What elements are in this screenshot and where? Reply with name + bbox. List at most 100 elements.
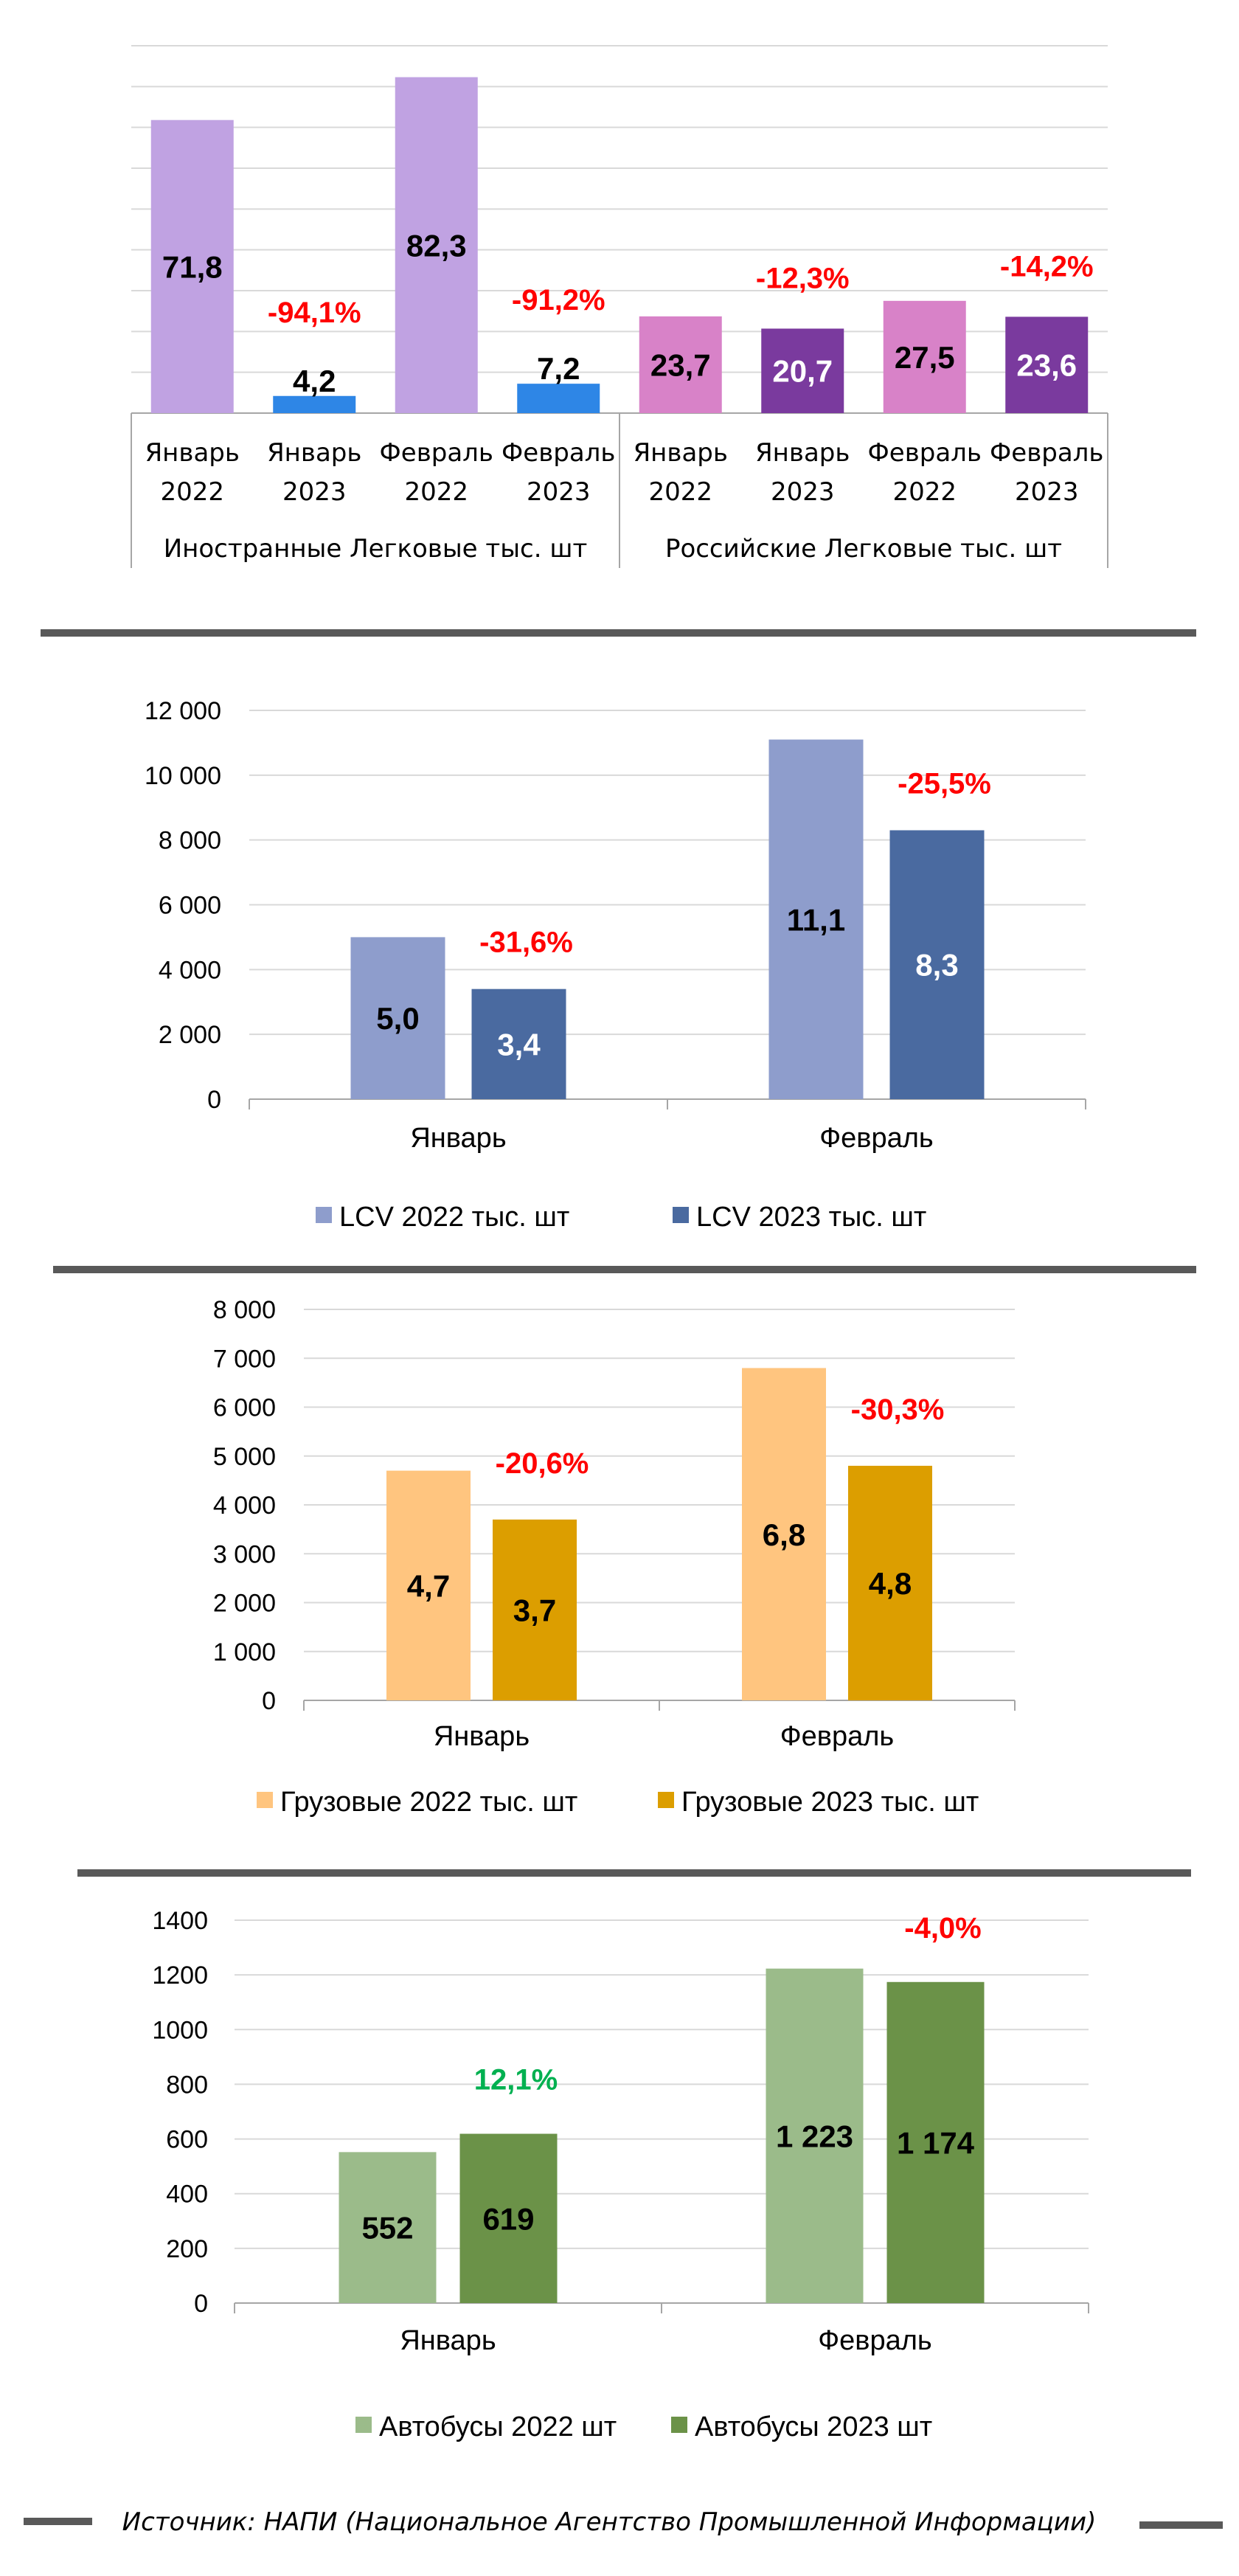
- tick-label: 2023: [1015, 477, 1079, 507]
- bar: [768, 739, 864, 1099]
- data-label: 619: [482, 2201, 534, 2236]
- bar: [273, 395, 356, 413]
- data-label: 6,8: [763, 1517, 805, 1552]
- group-label: Иностранные Легковые тыс. шт: [164, 534, 588, 564]
- data-label: 1 223: [776, 2119, 853, 2153]
- legend-label: LCV 2023 тыс. шт: [696, 1202, 926, 1233]
- category-label: Февраль: [780, 1721, 894, 1752]
- data-label: 5,0: [376, 1001, 419, 1036]
- data-label: 4,8: [869, 1566, 912, 1601]
- bar: [766, 1968, 864, 2303]
- y-tick-label: 1 000: [213, 1638, 276, 1666]
- change-label: -31,6%: [479, 927, 573, 959]
- y-tick-label: 0: [194, 2290, 208, 2318]
- data-label: 8,3: [915, 948, 958, 983]
- bar: [761, 328, 844, 413]
- data-label: 3,4: [497, 1027, 541, 1062]
- legend-swatch: [355, 2417, 372, 2433]
- y-tick-label: 1400: [152, 1907, 208, 1935]
- y-tick-label: 800: [166, 2071, 208, 2099]
- bar: [386, 1470, 471, 1700]
- bar: [395, 77, 478, 414]
- data-label: 23,6: [1016, 348, 1077, 383]
- data-label: 11,1: [787, 902, 845, 937]
- legend-label: LCV 2022 тыс. шт: [339, 1202, 569, 1233]
- change-label: -20,6%: [496, 1447, 589, 1480]
- category-label: Январь: [400, 2325, 496, 2356]
- data-label: 23,7: [650, 347, 711, 382]
- y-tick-label: 0: [262, 1687, 276, 1715]
- change-label: -4,0%: [904, 1912, 982, 1945]
- data-label: 552: [361, 2211, 413, 2246]
- data-label: 7,2: [537, 351, 580, 386]
- y-tick-label: 1000: [152, 2016, 208, 2044]
- bar: [1005, 316, 1089, 413]
- data-label: 4,7: [407, 1568, 450, 1603]
- y-tick-label: 6 000: [213, 1394, 276, 1422]
- bar: [459, 2133, 558, 2303]
- y-tick-label: 3 000: [213, 1540, 276, 1568]
- tick-label: 2022: [160, 477, 224, 507]
- y-tick-label: 12 000: [145, 697, 221, 725]
- change-label: -25,5%: [898, 767, 991, 800]
- bar: [639, 316, 722, 413]
- tick-label: 2022: [648, 477, 712, 507]
- data-label: 3,7: [513, 1593, 556, 1627]
- change-label: -94,1%: [268, 297, 361, 329]
- tick-label: Февраль: [990, 438, 1103, 468]
- y-tick-label: 6 000: [159, 892, 221, 920]
- data-label: 4,2: [293, 364, 336, 398]
- bar: [350, 937, 445, 1099]
- category-label: Февраль: [818, 2325, 931, 2356]
- bar: [883, 300, 966, 413]
- tick-label: Январь: [755, 438, 850, 468]
- legend-swatch: [316, 1207, 332, 1223]
- tick-label: 2023: [282, 477, 347, 507]
- bar: [150, 120, 234, 413]
- bar: [889, 830, 985, 1099]
- legend-swatch: [257, 1792, 273, 1808]
- bar: [471, 988, 566, 1099]
- buses-chart: 0 200 400 600 800 1000 1200 1400 552 619 12,1% Янва…: [152, 1907, 1089, 2442]
- data-label: 71,8: [162, 249, 223, 284]
- legend-label: Автобусы 2023 шт: [695, 2411, 932, 2442]
- y-tick-label: 2 000: [159, 1021, 221, 1049]
- y-tick-label: 7 000: [213, 1345, 276, 1373]
- change-label: -91,2%: [512, 284, 605, 316]
- y-tick-label: 600: [166, 2126, 208, 2154]
- lcv-chart: 0 2 000 4 000 6 000 8 000 10 000 12 000 5,0 3,4 -…: [145, 697, 1086, 1233]
- y-tick-label: 0: [207, 1086, 221, 1114]
- change-label: -12,3%: [756, 262, 850, 294]
- y-tick-label: 4 000: [159, 956, 221, 984]
- legend-swatch: [671, 2417, 687, 2433]
- legend-label: Автобусы 2022 шт: [379, 2411, 617, 2442]
- bar: [848, 1466, 932, 1700]
- tick-label: 2022: [404, 477, 468, 507]
- change-label: -30,3%: [851, 1393, 945, 1426]
- y-tick-label: 400: [166, 2181, 208, 2209]
- data-label: 27,5: [895, 340, 955, 375]
- data-label: 82,3: [406, 228, 467, 263]
- tick-label: Февраль: [868, 438, 982, 468]
- change-label: -14,2%: [1000, 250, 1094, 283]
- y-tick-label: 10 000: [145, 762, 221, 790]
- tick-label: Январь: [267, 438, 361, 468]
- bar: [886, 1981, 985, 2303]
- tick-label: Февраль: [380, 438, 493, 468]
- legend-swatch: [658, 1792, 674, 1808]
- legend-label: Грузовые 2022 тыс. шт: [280, 1787, 577, 1818]
- tick-label: Январь: [634, 438, 728, 468]
- category-label: Январь: [410, 1123, 506, 1154]
- source-note: Источник: НАПИ (Национальное Агентство П…: [122, 2507, 1097, 2537]
- y-tick-label: 2 000: [213, 1590, 276, 1618]
- tick-label: 2023: [771, 477, 835, 507]
- group-label: Российские Легковые тыс. шт: [665, 534, 1062, 564]
- tick-label: Февраль: [502, 438, 615, 468]
- y-tick-label: 5 000: [213, 1443, 276, 1471]
- legend-swatch: [673, 1207, 689, 1223]
- tick-label: 2022: [892, 477, 957, 507]
- y-tick-label: 1200: [152, 1962, 208, 1990]
- category-label: Январь: [434, 1721, 530, 1752]
- data-label: 1 174: [897, 2125, 975, 2160]
- category-label: Февраль: [819, 1123, 933, 1154]
